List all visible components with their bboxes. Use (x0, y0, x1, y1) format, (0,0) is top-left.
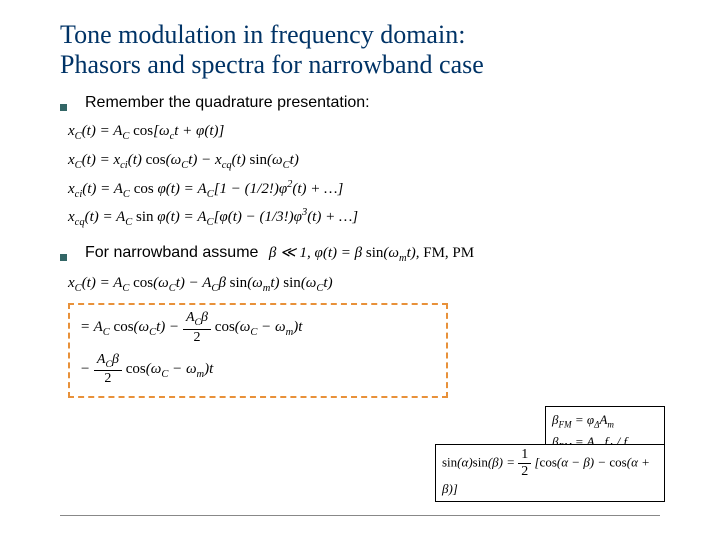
frac-half: 1 2 (518, 448, 531, 479)
bullet-square-icon (60, 104, 67, 111)
highlighted-result-box: = AC cos(ωCt) − ACβ 2 cos(ωC − ωm)t − AC… (68, 303, 448, 398)
trig-identity-box: sin(α)sin(β) = 1 2 [cos(α − β) − cos(α +… (435, 444, 665, 503)
equation-block-1: xC(t) = AC cos[ωct + φ(t)] xC(t) = xci(t… (68, 118, 660, 234)
eq-1-3: xci(t) = AC cos φ(t) = AC[1 − (1/2!)φ2(t… (68, 176, 660, 205)
eq-1-4: xcq(t) = AC sin φ(t) = AC[φ(t) − (1/3!)φ… (68, 204, 660, 233)
eq-2-3: − ACβ 2 cos(ωC − ωm)t (80, 353, 436, 387)
frac-acb2-1: ACβ 2 (183, 311, 211, 345)
equation-block-2: xC(t) = AC cos(ωCt) − ACβ sin(ωmt) sin(ω… (68, 270, 660, 299)
eq-2-1: xC(t) = AC cos(ωCt) − ACβ sin(ωmt) sin(ω… (68, 270, 660, 299)
title-line-1: Tone modulation in frequency domain: (60, 20, 465, 49)
frac-acb2-2: ACβ 2 (94, 353, 122, 387)
bullet-2-label: For narrowband assume (85, 244, 258, 261)
eq-2-2: = AC cos(ωCt) − ACβ 2 cos(ωC − ωm)t (80, 311, 436, 345)
bullet-row-2: For narrowband assume β ≪ 1, φ(t) = β si… (60, 243, 660, 264)
beta-fm: βFM = φΔAm (552, 410, 658, 432)
eq-1-1: xC(t) = AC cos[ωct + φ(t)] (68, 118, 660, 147)
bullet-text-2: For narrowband assume β ≪ 1, φ(t) = β si… (85, 243, 474, 264)
title-line-2: Phasors and spectra for narrowband case (60, 50, 484, 79)
footer-rule (60, 515, 660, 516)
bullet-text-1: Remember the quadrature presentation: (85, 94, 370, 112)
bullet-row-1: Remember the quadrature presentation: (60, 94, 660, 112)
bullet-square-icon (60, 254, 67, 261)
nb-condition: β ≪ 1, φ(t) = β sin(ωmt), FM, PM (269, 245, 474, 261)
eq-1-2: xC(t) = xci(t) cos(ωCt) − xcq(t) sin(ωCt… (68, 147, 660, 176)
slide-title: Tone modulation in frequency domain: Pha… (60, 20, 660, 80)
